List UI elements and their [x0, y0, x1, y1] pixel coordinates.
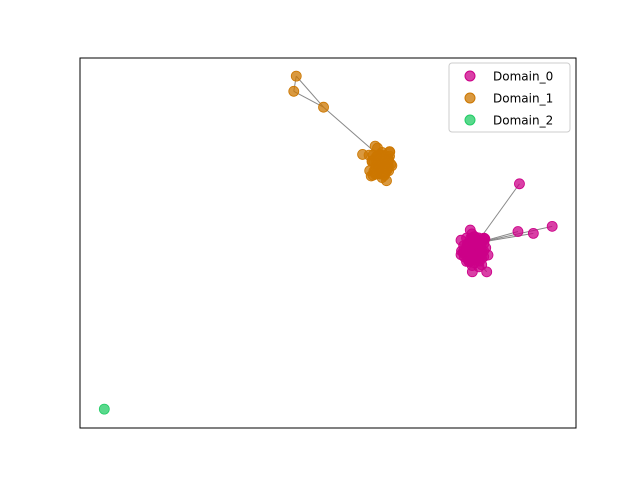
edge-line [293, 90, 324, 108]
plot-frame [79, 57, 577, 429]
domain-0-point [546, 220, 558, 232]
domain-0-point [512, 226, 524, 237]
edge-line [295, 75, 324, 108]
legend: Domain_0 Domain_1 Domain_2 [448, 62, 571, 133]
domain-2-point [98, 403, 110, 415]
legend-marker [464, 70, 476, 82]
domain-0-point [466, 248, 478, 260]
legend-label: Domain_0 [493, 70, 553, 84]
domain-0-point [527, 227, 539, 239]
domain-1-point [376, 152, 387, 164]
legend-box [448, 62, 571, 133]
legend-label: Domain_2 [493, 114, 553, 128]
domain-1-point [384, 146, 395, 158]
domain-0-point [514, 178, 525, 190]
domain-1-point [318, 101, 329, 113]
domain-1-point [381, 175, 392, 187]
legend-marker [464, 114, 476, 126]
domain-0-point [471, 237, 483, 249]
domain-1-point [288, 85, 300, 97]
point-layer [98, 70, 558, 415]
domain-1-point [357, 149, 368, 160]
legend-label: Domain_1 [493, 92, 553, 106]
domain-1-point [290, 70, 302, 82]
domain-0-point [481, 266, 493, 278]
legend-marker [464, 92, 476, 104]
